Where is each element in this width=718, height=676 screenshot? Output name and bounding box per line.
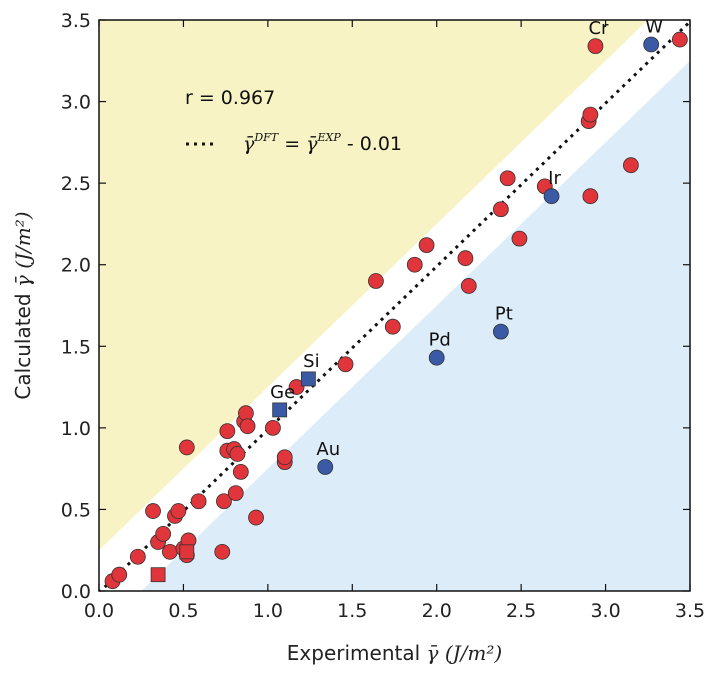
y-tick-label: 1.0 xyxy=(61,418,91,440)
x-tick-label: 0.0 xyxy=(84,600,114,622)
x-tick-label: 3.5 xyxy=(675,600,705,622)
red-square-point xyxy=(150,567,166,583)
blue-circle-point xyxy=(428,349,445,366)
red-circle-point xyxy=(276,449,293,466)
red-circle-point xyxy=(232,464,249,480)
point-label-w: W xyxy=(645,16,663,37)
legend-lhs: γ̄ xyxy=(243,133,255,155)
point-label-si: Si xyxy=(303,351,319,372)
red-circle-point xyxy=(248,509,264,526)
red-circle-point xyxy=(155,526,172,542)
red-circle-point xyxy=(170,503,187,519)
legend-eq: = xyxy=(278,133,306,155)
point-label-pt: Pt xyxy=(495,304,513,325)
y-tick-label: 3.0 xyxy=(61,92,91,114)
y-tick-label: 0.5 xyxy=(61,499,91,521)
x-tick-label: 1.5 xyxy=(337,600,367,622)
red-circle-point xyxy=(623,157,639,174)
red-circle-point xyxy=(671,31,688,48)
x-tick-label: 2.0 xyxy=(422,600,452,622)
red-circle-point xyxy=(582,106,599,123)
x-axis-title: Experimental γ̄ (J/m²) xyxy=(287,641,502,665)
red-circle-point xyxy=(238,405,254,422)
point-label-ir: Ir xyxy=(548,168,561,189)
axis-ticks: 0.0 0.5 1.0 1.5 2.0 2.5 3.0 3.5 0.0 0.5 1.0 1.5 2.0 2… xyxy=(11,10,705,665)
red-circle-point xyxy=(129,548,146,565)
red-circle-point xyxy=(587,38,604,55)
blue-circle-point xyxy=(543,188,560,205)
legend-lhs-sup: DFT xyxy=(253,131,279,144)
red-square-point xyxy=(179,544,195,560)
red-circle-point xyxy=(288,379,305,395)
blue-circle-point xyxy=(317,459,334,475)
point-label-pd: Pd xyxy=(429,330,451,351)
red-circle-point xyxy=(145,503,161,519)
red-circle-point xyxy=(219,423,236,440)
red-circle-point xyxy=(457,250,474,267)
y-tick-label: 0.0 xyxy=(61,581,91,603)
y-tick-label: 3.5 xyxy=(61,10,91,32)
x-tick-label: 2.5 xyxy=(506,600,536,622)
point-label-ge: Ge xyxy=(270,382,295,403)
point-label-au: Au xyxy=(316,439,340,460)
legend-equation: γ̄DFT = γ̄EXP - 0.01 xyxy=(243,131,402,155)
red-circle-point xyxy=(499,170,516,187)
red-circle-point xyxy=(418,237,435,254)
red-circle-point xyxy=(229,446,246,462)
red-circle-point xyxy=(227,485,244,502)
red-circle-point xyxy=(368,273,384,289)
red-circle-point xyxy=(178,439,195,456)
red-circle-point xyxy=(190,493,207,510)
red-circle-point xyxy=(582,188,599,205)
y-axis-title: Calculated γ̄ (J/m²) xyxy=(11,211,35,399)
plot-border xyxy=(98,19,691,592)
point-labels: Cr W Ir Pt Pd Si Ge Au xyxy=(270,16,663,460)
blue-circle-point xyxy=(492,323,509,340)
x-tick-label: 0.5 xyxy=(168,600,198,622)
legend-rhs: γ̄ xyxy=(306,133,318,155)
red-circle-point xyxy=(265,419,281,436)
blue-square-point xyxy=(272,402,288,418)
red-circle-point xyxy=(162,543,178,560)
x-axis-title-prefix: Experimental xyxy=(287,641,427,665)
y-tick-label: 2.5 xyxy=(61,173,91,195)
blue-circle-point xyxy=(643,36,660,53)
y-tick-label: 1.5 xyxy=(61,336,91,358)
red-circle-point xyxy=(511,230,528,247)
legend-rhs-sup: EXP xyxy=(317,131,342,144)
red-circle-point xyxy=(214,543,231,560)
red-circle-point xyxy=(239,418,256,435)
x-tick-label: 1.0 xyxy=(253,600,283,622)
x-tick-label: 3.0 xyxy=(590,600,620,622)
red-circle-point xyxy=(111,566,128,583)
data-points xyxy=(104,31,688,590)
red-circle-point xyxy=(337,356,354,373)
red-circle-point xyxy=(384,318,401,335)
red-circle-point xyxy=(460,278,477,294)
point-label-cr: Cr xyxy=(588,18,609,39)
x-axis-title-math: γ̄ (J/m²) xyxy=(427,641,503,665)
blue-square-point xyxy=(300,371,316,387)
red-circle-point xyxy=(216,493,232,510)
correlation-annotation: r = 0.967 xyxy=(185,87,275,109)
legend-offset: - 0.01 xyxy=(341,133,402,155)
y-axis-title-math: γ̄ (J/m²) xyxy=(11,211,35,287)
red-circle-point xyxy=(406,256,423,273)
y-axis-title-prefix: Calculated xyxy=(11,287,35,399)
plot-frame xyxy=(98,19,691,592)
y-tick-label: 2.0 xyxy=(61,255,91,277)
red-circle-point xyxy=(492,201,509,218)
